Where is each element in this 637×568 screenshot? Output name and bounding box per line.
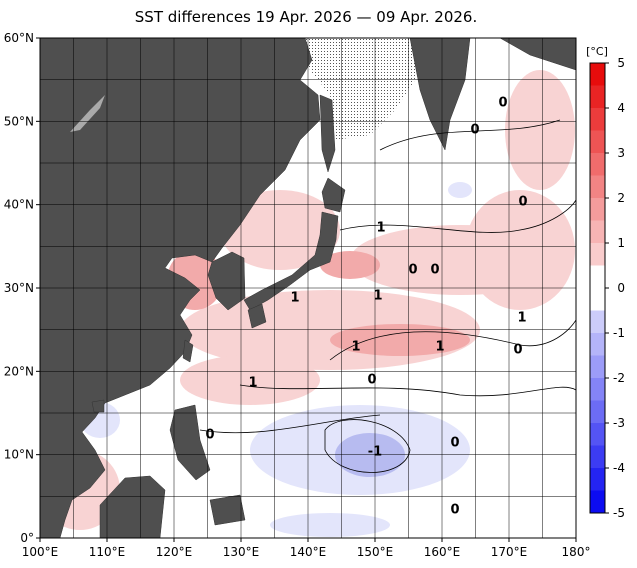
colorbar-tick-label: 5 <box>617 56 625 70</box>
colorbar-segment <box>590 198 605 221</box>
colorbar-segment <box>590 400 605 423</box>
x-tick-label: 100°E <box>22 545 59 559</box>
colorbar-segment <box>590 63 605 86</box>
contour-label: 0 <box>518 195 527 210</box>
contour-label: 0 <box>430 263 439 278</box>
colorbar: 5 4 3 2 1 0 -1 -2 -3 -4 -5 <box>589 56 625 520</box>
colorbar-tick-label: 0 <box>617 281 625 295</box>
colorbar-segment <box>590 490 605 513</box>
x-tick-label: 140°E <box>290 545 327 559</box>
lake <box>70 95 105 132</box>
x-tick-label: 170°E <box>491 545 528 559</box>
contour-label: 1 <box>290 291 299 306</box>
colorbar-segment <box>590 175 605 198</box>
contour-label: 0 <box>470 123 479 138</box>
colorbar-unit: [°C] <box>586 45 608 58</box>
y-tick-label: 0° <box>20 531 34 545</box>
x-tick-label: 160°E <box>424 545 461 559</box>
colorbar-tick-label: 2 <box>617 191 625 205</box>
y-tick-label: 10°N <box>4 448 34 462</box>
contour-line <box>199 119 576 473</box>
contour-label: 0 <box>408 263 417 278</box>
colorbar-segment <box>590 265 605 288</box>
colorbar-segment <box>590 130 605 153</box>
y-tick-label: 30°N <box>4 281 34 295</box>
y-tick-label: 40°N <box>4 198 34 212</box>
colorbar-tick-label: -5 <box>613 506 625 520</box>
colorbar-segment <box>590 378 605 401</box>
cool-anomaly-strong <box>335 433 405 477</box>
colorbar-segment <box>590 220 605 243</box>
contour-label: 0 <box>498 96 507 111</box>
colorbar-segment <box>590 288 605 311</box>
contour-label: 0 <box>513 343 522 358</box>
contour-label: 1 <box>376 221 385 236</box>
colorbar-segment <box>590 423 605 446</box>
grid <box>40 38 576 538</box>
colorbar-segment <box>590 243 605 266</box>
contour-label: 0 <box>450 436 459 451</box>
colorbar-segment <box>590 153 605 176</box>
colorbar-tick-label: 3 <box>617 146 625 160</box>
sea-ice <box>300 38 420 140</box>
colorbar-tick-label: 4 <box>617 101 625 115</box>
contour-label: 1 <box>351 340 360 355</box>
colorbar-tick-label: -2 <box>613 371 625 385</box>
colorbar-segment <box>590 108 605 131</box>
x-tick-label: 130°E <box>223 545 260 559</box>
y-tick-label: 20°N <box>4 364 34 378</box>
contour-label: 0 <box>205 428 214 443</box>
colorbar-tick-label: -1 <box>613 326 625 340</box>
x-tick-label: 110°E <box>89 545 126 559</box>
y-tick-label: 50°N <box>4 114 34 128</box>
colorbar-segment <box>590 468 605 491</box>
colorbar-tick-label: 1 <box>617 236 625 250</box>
colorbar-tick-label: -3 <box>613 416 625 430</box>
contour-label: 0 <box>450 503 459 518</box>
contour-label: 0 <box>367 373 376 388</box>
y-tick-label: 60°N <box>4 31 34 45</box>
colorbar-segment <box>590 310 605 333</box>
contour-label: 1 <box>517 311 526 326</box>
x-tick-label: 150°E <box>357 545 394 559</box>
colorbar-segment <box>590 85 605 108</box>
colorbar-segment <box>590 355 605 378</box>
contour-labels: 0 0 1 0 0 1 1 1 0 1 0 1 1 -1 0 0 0 0 <box>205 96 527 518</box>
x-tick-label: 180° <box>562 545 591 559</box>
title: SST differences 19 Apr. 2026 — 09 Apr. 2… <box>135 8 477 26</box>
contour-label: 1 <box>435 340 444 355</box>
contour-label: 1 <box>373 289 382 304</box>
x-tick-label: 120°E <box>156 545 193 559</box>
colorbar-tick-label: -4 <box>613 461 625 475</box>
contour-label: 1 <box>248 376 257 391</box>
colorbar-segment <box>590 333 605 356</box>
colorbar-segment <box>590 445 605 468</box>
contour-label: -1 <box>368 445 382 460</box>
